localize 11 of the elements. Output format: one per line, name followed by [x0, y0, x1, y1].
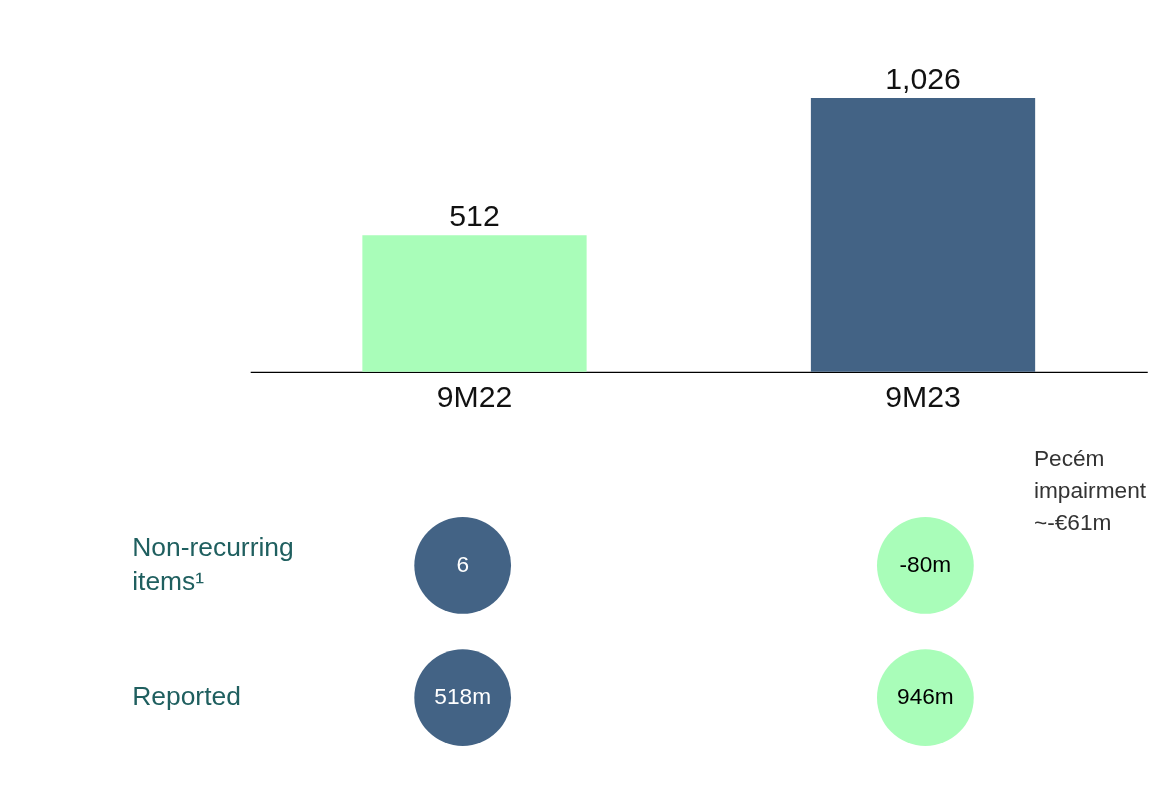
text: 946m: [897, 683, 954, 710]
text: 518m: [434, 683, 492, 710]
data-label: 1,026: [885, 61, 961, 95]
text: -80m: [899, 551, 952, 578]
text: Pecém impairment ~-€61m: [1033, 445, 1147, 536]
text: 6: [456, 551, 469, 578]
text: Non-recurring items¹: [132, 532, 294, 596]
x-tick-label: 9M23: [885, 380, 961, 414]
x-tick-label: 9M22: [436, 380, 513, 414]
text: Reported: [132, 681, 241, 712]
data-label: 512: [449, 198, 500, 232]
